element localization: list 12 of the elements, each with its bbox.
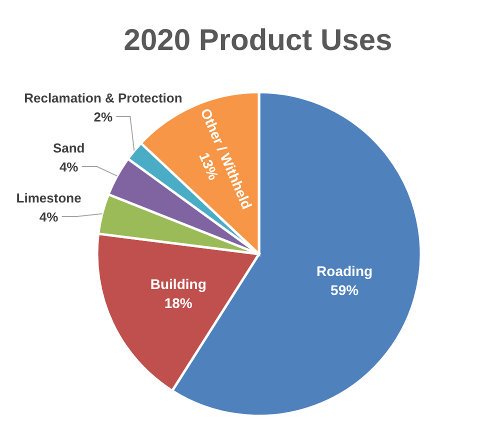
slice-label: Limestone bbox=[16, 190, 82, 206]
data-label: 2% bbox=[94, 110, 114, 125]
slice-label: Sand bbox=[52, 140, 85, 156]
data-label: 13% bbox=[196, 150, 222, 183]
slice-label: Building bbox=[150, 276, 206, 292]
data-label: 59% bbox=[330, 282, 360, 298]
slice-label: Roading bbox=[316, 262, 373, 279]
data-label: 18% bbox=[164, 294, 193, 311]
chart-title: 2020 Product Uses bbox=[124, 24, 392, 57]
slice-label: Reclamation & Protection bbox=[24, 90, 182, 106]
data-label: 4% bbox=[39, 210, 59, 225]
data-label: 4% bbox=[59, 160, 79, 175]
